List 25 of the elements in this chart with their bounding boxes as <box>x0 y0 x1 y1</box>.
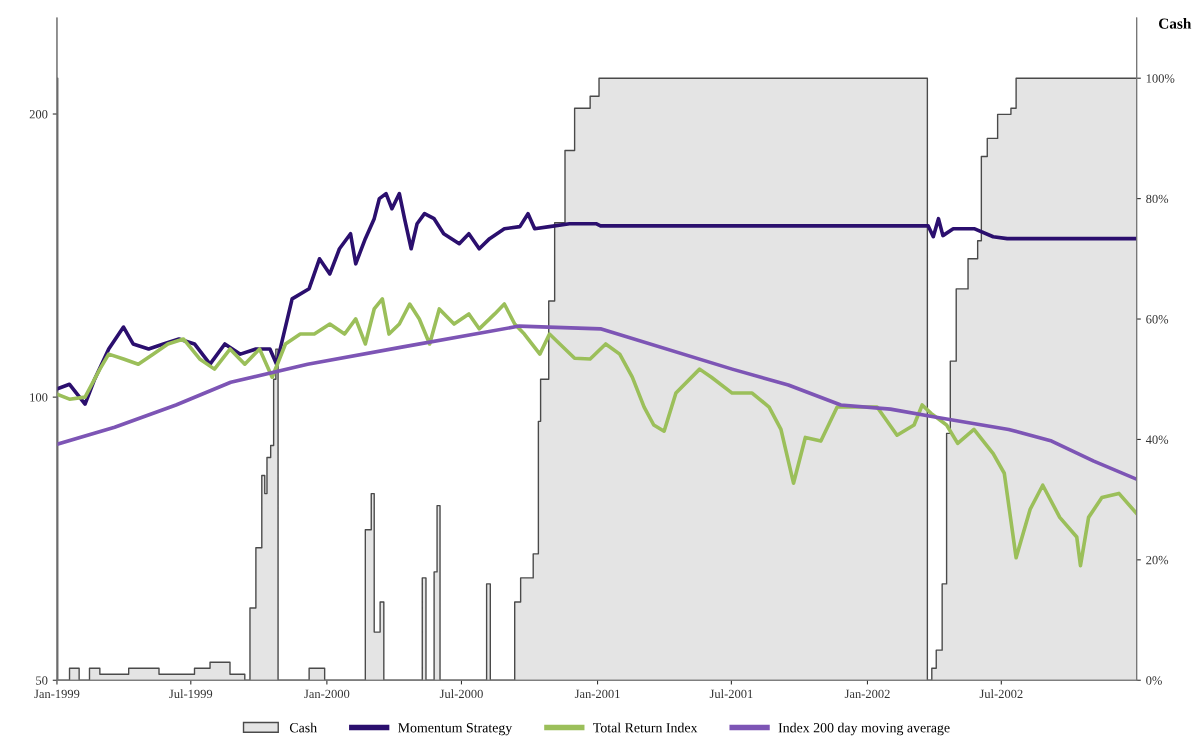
y2-axis-title: Cash <box>1158 18 1192 29</box>
y2-tick-label: 100% <box>1146 74 1175 83</box>
y2-tick-label: 0% <box>1146 676 1162 685</box>
x-tick-label: Jan-1999 <box>34 689 80 699</box>
legend-label: Cash <box>289 722 317 733</box>
legend-label: Total Return Index <box>593 722 698 733</box>
line-series <box>56 324 1137 481</box>
x-tick-label: Jan-2000 <box>304 689 350 699</box>
y2-tick-label: 40% <box>1145 435 1169 444</box>
line-series <box>56 191 1137 406</box>
legend-label: Momentum Strategy <box>398 723 513 736</box>
y2-tick-label: 80% <box>1146 194 1169 204</box>
y2-tick-label: 20% <box>1146 555 1169 565</box>
x-tick-label: Jan-2001 <box>574 689 620 699</box>
y-tick-label: 100 <box>30 393 48 402</box>
legend-label: Index 200 day moving average <box>778 722 950 736</box>
y-tick-label: 200 <box>29 110 48 119</box>
x-tick-label: Jul-2002 <box>979 689 1023 699</box>
y2-tick-label: 60% <box>1146 315 1169 324</box>
x-tick-label: Jul-1999 <box>169 689 213 699</box>
x-tick-label: Jan-2002 <box>844 689 890 699</box>
x-tick-label: Jul-2000 <box>439 689 483 699</box>
x-tick-label: Jul-2001 <box>709 689 753 699</box>
line-series <box>56 297 1137 568</box>
y-tick-label: 50 <box>36 676 48 685</box>
